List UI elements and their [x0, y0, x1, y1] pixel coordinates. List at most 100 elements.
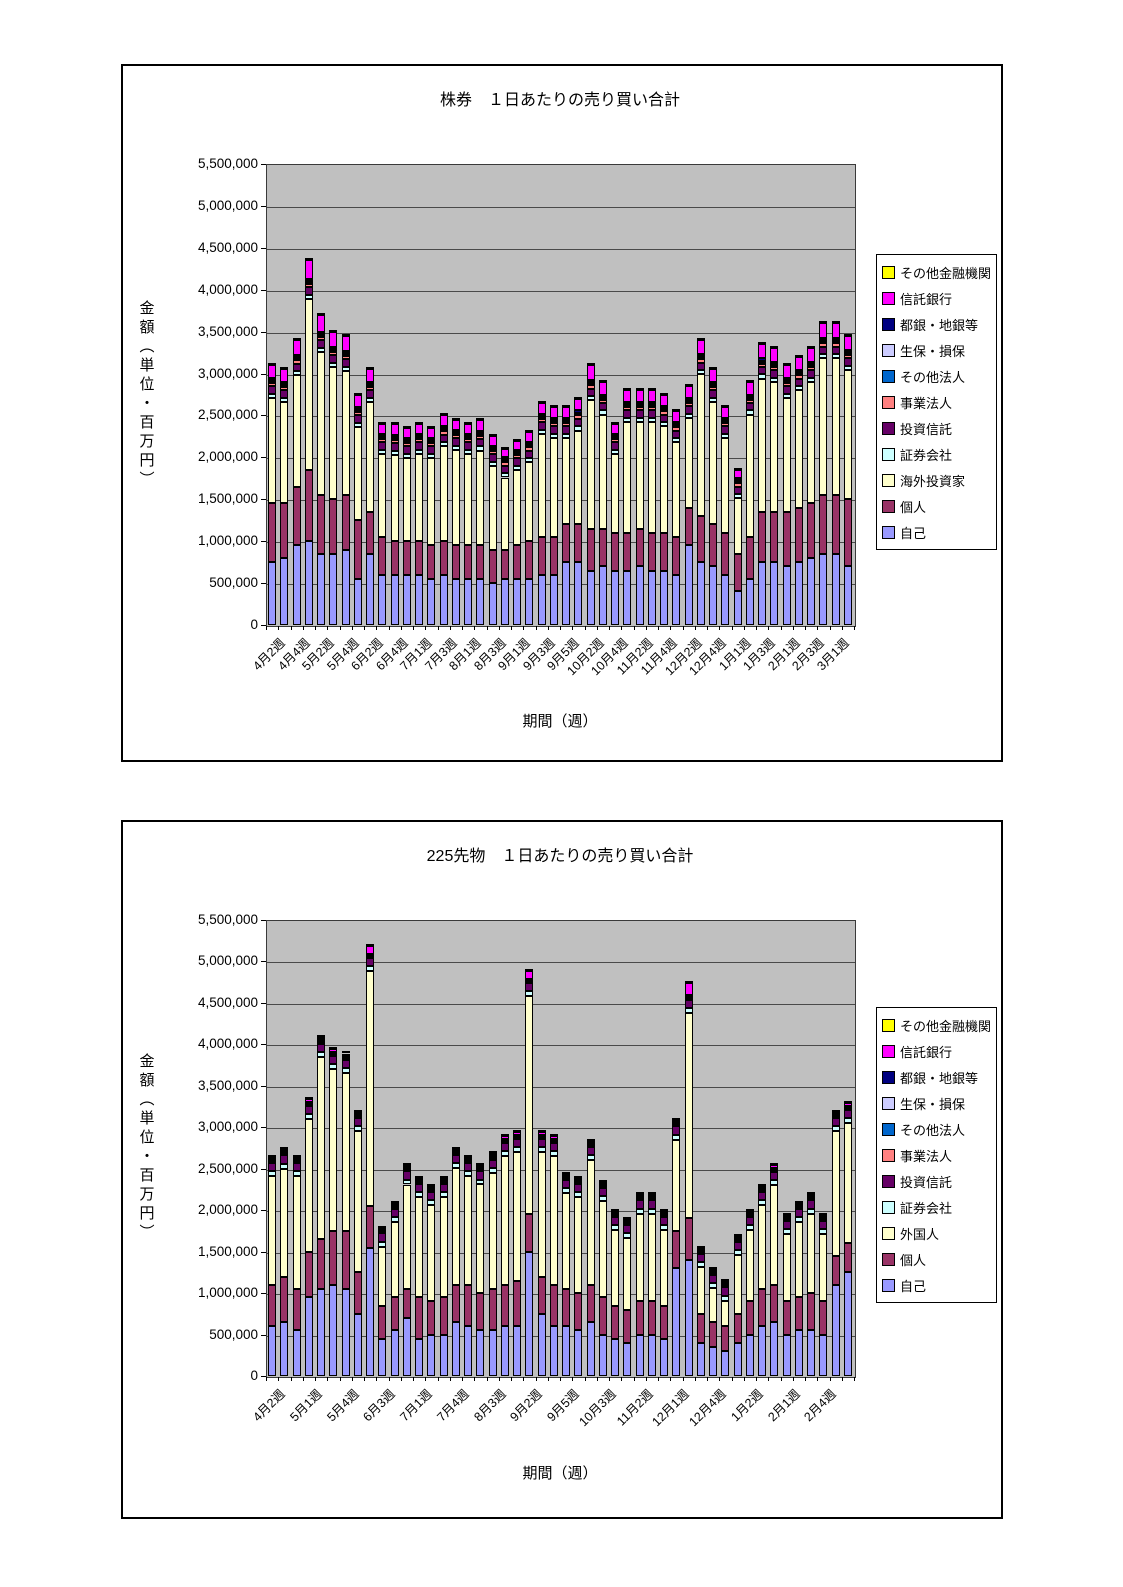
y-tick-label: 2,000,000 — [197, 449, 258, 465]
bar-segment-証券会社 — [304, 294, 313, 299]
legend-swatch — [882, 1278, 895, 1292]
bar-segment-投資信託 — [390, 1208, 399, 1217]
bar-6月1週 — [353, 164, 362, 625]
bar-segment-その他法人 — [660, 409, 669, 412]
x-axis-tick — [535, 626, 537, 630]
bar-2月4週 — [819, 164, 828, 625]
bar-segment-自己 — [353, 578, 362, 625]
bar-segment-都銀・地銀等 — [598, 394, 607, 397]
bar-segment-信託銀行 — [586, 365, 595, 381]
bar-segment-都銀・地銀等 — [819, 338, 828, 341]
bar-segment-証券会社 — [415, 1191, 424, 1197]
bar-segment-自己 — [696, 562, 705, 625]
bar-segment-自己 — [574, 562, 583, 625]
bar-segment-自己 — [733, 1342, 742, 1376]
bar-segment-投資信託 — [464, 442, 473, 450]
bar-1月3週 — [758, 920, 767, 1376]
bar-segment-事業法人 — [660, 411, 669, 415]
bar-segment-外国人 — [390, 1221, 399, 1298]
bar-segment-個人 — [353, 1272, 362, 1314]
bar-segment-証券会社 — [721, 1295, 730, 1301]
bar-segment-信託銀行 — [439, 415, 448, 427]
bar-segment-信託銀行 — [525, 970, 534, 979]
bar-segment-自己 — [525, 1251, 534, 1376]
x-axis-tick — [388, 1377, 390, 1381]
legend-swatch — [882, 1070, 895, 1084]
bar-segment-個人 — [794, 1297, 803, 1331]
bar-segment-その他金融機関 — [794, 1200, 803, 1203]
bar-segment-その他金融機関 — [390, 1200, 399, 1203]
x-axis-tick — [768, 626, 770, 630]
bar-segment-自己 — [623, 570, 632, 625]
bar-segment-証券会社 — [329, 1064, 338, 1070]
bar-segment-事業法人 — [317, 336, 326, 341]
x-axis-tick — [474, 626, 476, 630]
bar-segment-投資信託 — [402, 1171, 411, 1180]
bar-segment-信託銀行 — [366, 369, 375, 382]
legend-swatch — [882, 1096, 895, 1110]
x-axis-tick — [731, 626, 733, 630]
bar-segment-自己 — [488, 1330, 497, 1376]
bar-segment-海外投資家 — [378, 454, 387, 537]
y-tick-label: 0 — [250, 1368, 258, 1383]
bar-segment-自己 — [451, 1322, 460, 1376]
bar-segment-証券会社 — [696, 1262, 705, 1268]
bar-9月5週 — [562, 164, 571, 625]
bar-segment-その他法人 — [745, 397, 754, 400]
bar-segment-証券会社 — [341, 366, 350, 372]
x-axis-tick — [266, 1377, 267, 1381]
bar-segment-個人 — [819, 1301, 828, 1335]
bar-segment-都銀・地銀等 — [721, 417, 730, 421]
bar-segment-その他法人 — [366, 384, 375, 387]
legend-swatch — [882, 499, 895, 513]
y-tick-label: 5,000,000 — [197, 953, 258, 969]
bar-12月5週 — [721, 164, 730, 625]
bar-segment-事業法人 — [807, 1198, 816, 1201]
y-axis-tick — [261, 1334, 266, 1336]
bar-segment-都銀・地銀等 — [280, 381, 289, 385]
bar-segment-外国人 — [611, 1230, 620, 1306]
bar-segment-自己 — [549, 574, 558, 625]
x-axis-tick — [645, 1377, 647, 1381]
bar-segment-投資信託 — [684, 406, 693, 414]
bar-segment-その他金融機関 — [329, 1047, 338, 1050]
bar-segment-個人 — [439, 1297, 448, 1335]
bar-segment-証券会社 — [341, 1068, 350, 1074]
bar-segment-その他金融機関 — [843, 333, 852, 336]
gridline — [267, 1003, 855, 1005]
bar-segment-投資信託 — [574, 1183, 583, 1192]
bar-segment-外国人 — [598, 1201, 607, 1298]
bar-segment-証券会社 — [819, 354, 828, 359]
bar-segment-投資信託 — [586, 1147, 595, 1156]
bar-segment-事業法人 — [488, 1157, 497, 1160]
x-axis-tick — [290, 1377, 292, 1381]
y-axis-tick — [261, 1251, 266, 1253]
bar-segment-事業法人 — [794, 1206, 803, 1209]
bar-segment-自己 — [415, 574, 424, 625]
bar-segment-その他金融機関 — [574, 396, 583, 399]
bar-segment-事業法人 — [623, 407, 632, 411]
x-axis-tick — [780, 626, 782, 630]
bar-segment-個人 — [366, 511, 375, 554]
bar-segment-自己 — [525, 578, 534, 625]
bar-segment-都銀・地銀等 — [488, 445, 497, 448]
bar-6月5週 — [402, 164, 411, 625]
bar-segment-信託銀行 — [451, 1148, 460, 1151]
bar-segment-個人 — [647, 532, 656, 571]
bar-segment-都銀・地銀等 — [353, 407, 362, 410]
gridline — [267, 1252, 855, 1254]
bar-segment-その他金融機関 — [500, 1134, 509, 1137]
bar-segment-事業法人 — [525, 447, 534, 451]
bar-segment-個人 — [586, 528, 595, 571]
bar-segment-信託銀行 — [390, 1202, 399, 1205]
bar-5月1週 — [304, 920, 313, 1376]
bar-segment-事業法人 — [537, 1136, 546, 1139]
bar-segment-事業法人 — [476, 435, 485, 439]
bar-segment-その他法人 — [537, 416, 546, 419]
bar-segment-個人 — [843, 499, 852, 567]
bar-segment-証券会社 — [427, 1200, 436, 1206]
bar-segment-外国人 — [758, 1205, 767, 1289]
bar-segment-自己 — [341, 549, 350, 625]
x-axis-tick — [854, 626, 855, 630]
bar-segment-都銀・地銀等 — [341, 350, 350, 354]
